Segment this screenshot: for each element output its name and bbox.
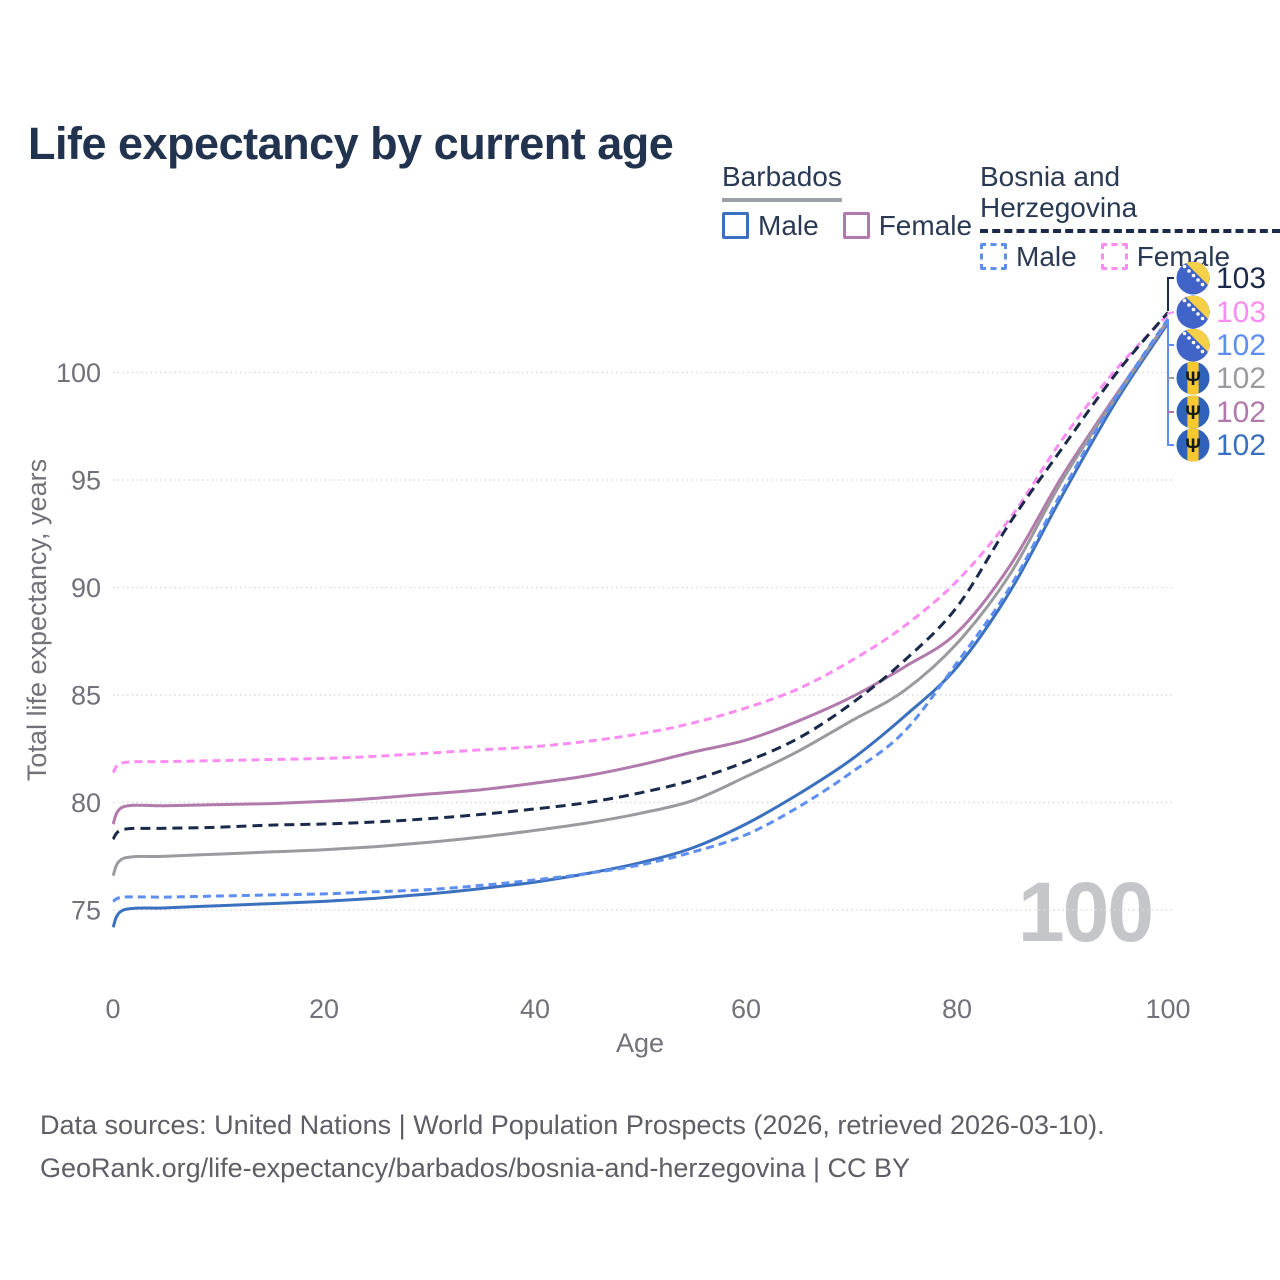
y-axis-title: Total life expectancy, years	[22, 459, 52, 781]
data-source-footer: Data sources: United Nations | World Pop…	[40, 1104, 1105, 1190]
end-label-value: 102	[1216, 362, 1266, 395]
page-title: Life expectancy by current age	[28, 118, 674, 170]
end-label-row: 103	[1176, 295, 1266, 329]
y-tick-label: 80	[71, 788, 101, 818]
x-tick-label: 100	[1145, 994, 1190, 1024]
connector-bracket-lower	[1167, 321, 1174, 446]
series-line-bosnia-and-herzegovina-female[interactable]	[111, 313, 1170, 774]
attribution-line: GeoRank.org/life-expectancy/barbados/bos…	[40, 1153, 910, 1183]
end-label-row: 103	[1176, 261, 1266, 295]
solid-blue-swatch-icon	[722, 212, 749, 240]
dashed-blue-swatch-icon	[980, 243, 1007, 271]
end-label-connectors	[1166, 277, 1175, 446]
end-label-value: 103	[1216, 296, 1266, 329]
series-lines	[111, 311, 1170, 928]
legend-group-barbados: Barbados Male Female	[722, 161, 972, 242]
end-label-value: 102	[1216, 329, 1266, 362]
barbados-flag-icon	[1176, 395, 1210, 429]
y-tick-label: 90	[71, 573, 101, 603]
bosnia-and-herzegovina-flag-icon	[1176, 261, 1210, 295]
legend-item-barbados-female[interactable]: Female	[842, 209, 973, 242]
y-tick-label: 85	[71, 681, 101, 711]
legend-item-label: Male	[1016, 240, 1077, 272]
y-tick-label: 95	[71, 466, 101, 496]
series-line-bosnia-and-herzegovina-male[interactable]	[112, 317, 1170, 903]
end-label-value: 102	[1216, 396, 1266, 429]
x-tick-label: 40	[520, 994, 550, 1024]
end-label-row: 102	[1176, 395, 1266, 429]
y-tick-label: 75	[71, 896, 101, 926]
legend-item-barbados-male[interactable]: Male	[722, 210, 819, 242]
legend-items-barbados: Male Female	[722, 210, 972, 242]
legend-item-bosnia-male[interactable]: Male	[980, 241, 1077, 273]
solid-purple-swatch-icon	[842, 212, 870, 240]
bosnia-and-herzegovina-flag-icon	[1176, 295, 1210, 329]
barbados-flag-icon	[1176, 428, 1210, 462]
data-source-line: Data sources: United Nations | World Pop…	[40, 1110, 1105, 1140]
legend-item-label: Female	[878, 209, 973, 241]
end-label-value: 102	[1216, 429, 1266, 462]
y-axis-tick-labels: 75 80 85 90 95 100	[56, 358, 101, 926]
gridlines	[113, 371, 1172, 911]
bosnia-and-herzegovina-flag-icon	[1176, 328, 1210, 362]
legend-heading-barbados[interactable]: Barbados	[722, 161, 842, 202]
barbados-flag-icon	[1176, 361, 1210, 395]
y-tick-label: 100	[56, 358, 101, 388]
connector-bosnia-female	[1166, 311, 1175, 315]
end-label-row: 102	[1176, 361, 1266, 395]
x-tick-label: 20	[309, 994, 339, 1024]
series-line-barbados-male[interactable]	[111, 322, 1170, 928]
end-label-row: 102	[1176, 428, 1266, 462]
x-tick-label: 80	[942, 994, 972, 1024]
x-tick-label: 60	[731, 994, 761, 1024]
series-line-barbados-female[interactable]	[111, 320, 1170, 825]
series-line-bosnia-and-herzegovina-total[interactable]	[111, 311, 1170, 841]
series-line-barbados-total[interactable]	[111, 318, 1170, 877]
x-axis-title: Age	[616, 1028, 664, 1058]
dashed-pink-swatch-icon	[1100, 243, 1128, 271]
end-label-row: 102	[1176, 328, 1266, 362]
connector-bosnia-total	[1167, 277, 1174, 311]
end-labels: 103 103 102 102 102 102	[1176, 261, 1266, 462]
x-axis-tick-labels: 0 20 40 60 80 100	[105, 994, 1190, 1024]
age-counter-watermark: 100	[1018, 865, 1152, 959]
x-tick-label: 0	[105, 994, 120, 1024]
legend-heading-bosnia-and-herzegovina[interactable]: Bosnia and Herzegovina	[980, 161, 1280, 233]
end-label-value: 103	[1216, 262, 1266, 295]
legend-item-label: Male	[758, 209, 819, 241]
